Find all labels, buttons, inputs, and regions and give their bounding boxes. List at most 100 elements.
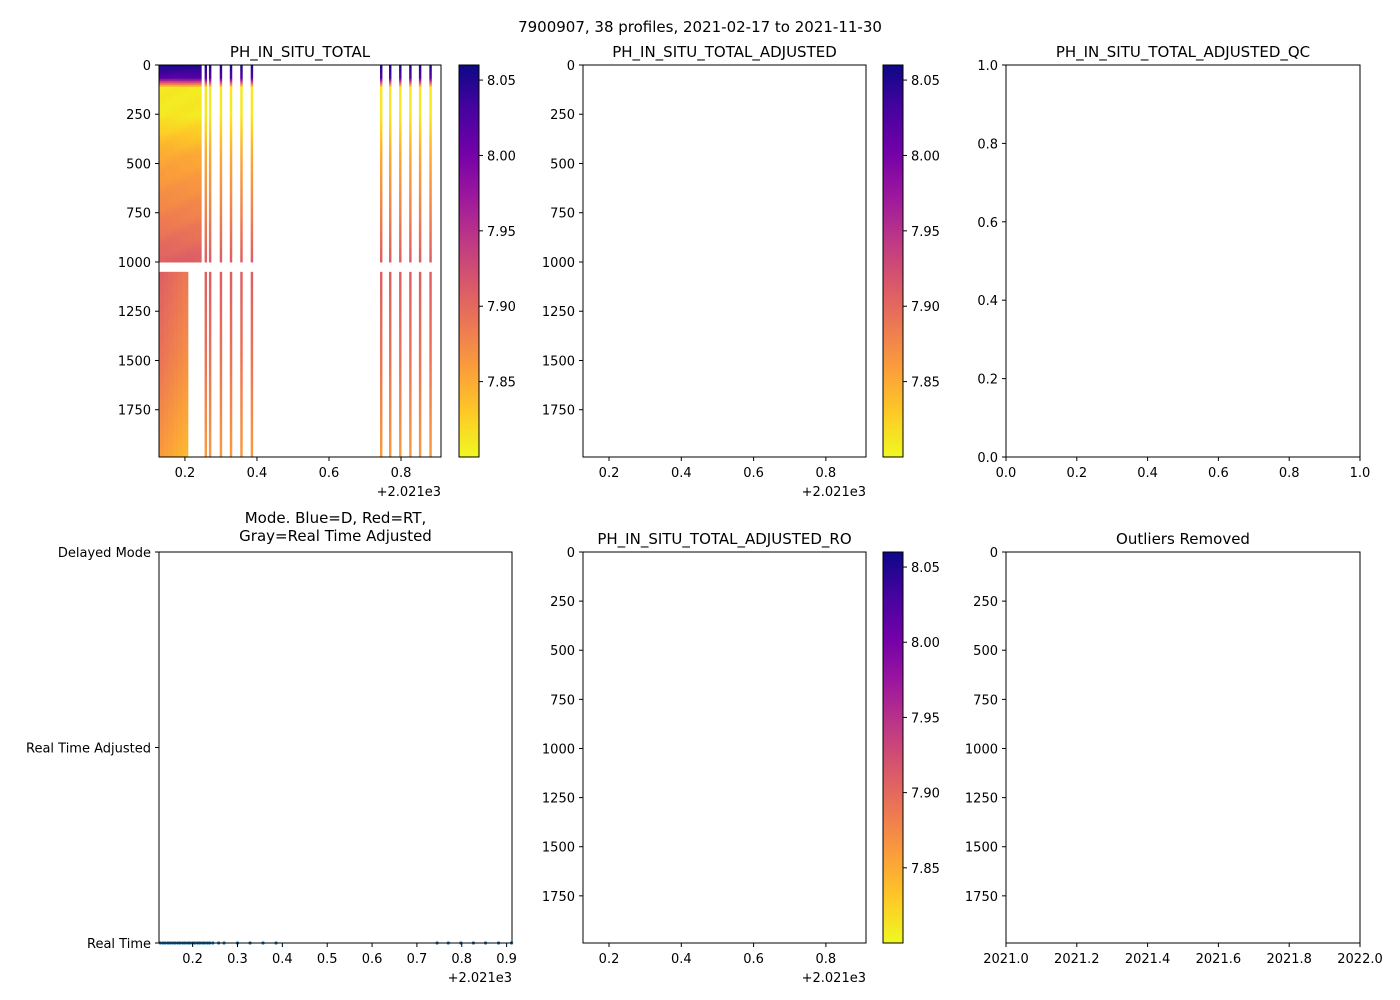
profile-strip (418, 196, 422, 200)
profile-strip (429, 382, 432, 385)
profile-strip (208, 332, 212, 336)
profile-strip (380, 171, 383, 174)
profile-strip (380, 104, 383, 107)
profile-strip (399, 409, 402, 413)
heatmap-cell (173, 342, 179, 346)
heatmap-cell (168, 287, 174, 291)
profile-strip (219, 447, 223, 450)
profile-strip (418, 328, 422, 332)
profile-strip (389, 171, 392, 174)
heatmap-cell (159, 336, 165, 340)
heatmap-cell (163, 299, 170, 302)
heatmap-cell (173, 224, 181, 228)
heatmap-cell (173, 171, 181, 174)
profile-strip (389, 234, 392, 237)
x-tick-label: 0.2 (599, 952, 620, 967)
profile-strip (219, 271, 223, 275)
profile-strip (250, 358, 254, 361)
colorbar: 7.857.907.958.008.05 (458, 64, 516, 458)
heatmap-cell (159, 84, 167, 88)
heatmap-cell (168, 453, 174, 456)
profile-strip (229, 419, 233, 423)
profile-strip (380, 323, 383, 326)
profile-strip (250, 317, 254, 320)
heatmap-cell (194, 102, 202, 105)
heatmap-cell (159, 212, 167, 216)
profile-strip (219, 110, 223, 113)
profile-strip (219, 350, 223, 354)
heatmap-cell (187, 120, 195, 123)
profile-strip (399, 336, 402, 340)
x-tick-label: 0.7 (407, 952, 428, 967)
heatmap-cell (173, 246, 181, 249)
profile-strip (380, 338, 383, 342)
profile-strip (229, 108, 233, 111)
profile-strip (399, 128, 402, 131)
profile-strip (208, 258, 212, 261)
profile-strip (208, 297, 212, 300)
heatmap-cell (163, 372, 170, 375)
heatmap-cell (166, 244, 174, 247)
heatmap-cell (173, 120, 181, 123)
heatmap-cell (194, 159, 202, 163)
profile-strip (250, 399, 254, 403)
profile-strip (399, 236, 402, 239)
profile-strip (229, 407, 233, 411)
heatmap-cell (183, 334, 189, 338)
profile-strip (204, 139, 208, 143)
profile-strip (380, 244, 383, 247)
profile-strip (250, 319, 254, 322)
heatmap-cell (173, 216, 181, 220)
heatmap-cell (173, 116, 181, 119)
profile-strip (409, 393, 412, 397)
heatmap-cell (168, 275, 174, 279)
profile-strip (399, 423, 402, 426)
profile-strip (380, 346, 383, 350)
profile-strip (380, 289, 383, 293)
profile-strip (204, 175, 208, 178)
heatmap-cell (180, 222, 188, 226)
heatmap-cell (159, 86, 167, 90)
profile-strip (229, 86, 233, 90)
profile-strip (418, 273, 422, 277)
profile-strip (418, 214, 422, 218)
profile-strip (204, 68, 208, 72)
profile-strip (229, 216, 233, 220)
profile-strip (418, 443, 422, 446)
profile-strip (219, 96, 223, 99)
profile-strip (208, 370, 212, 373)
x-tick-label: 0.6 (1208, 466, 1229, 481)
profile-strip (389, 70, 392, 74)
profile-strip (219, 72, 223, 76)
heatmap-cell (194, 94, 202, 98)
heatmap-cell (159, 433, 165, 436)
profile-strip (208, 114, 212, 117)
profile-strip (219, 240, 223, 243)
heatmap-cell (183, 295, 189, 298)
profile-strip (208, 94, 212, 98)
profile-strip (208, 104, 212, 107)
profile-strip (219, 155, 223, 159)
heatmap-cell (180, 228, 188, 231)
profile-strip (418, 453, 422, 456)
heatmap-cell (180, 220, 188, 224)
heatmap-cell (194, 116, 202, 119)
profile-strip (429, 435, 432, 438)
axes-frame (582, 551, 867, 944)
heatmap-cell (173, 441, 179, 444)
profile-strip (429, 98, 432, 101)
heatmap-cell (166, 72, 174, 76)
profile-strip (250, 336, 254, 340)
profile-strip (418, 419, 422, 423)
heatmap-cell (187, 256, 195, 259)
profile-strip (429, 323, 432, 326)
profile-strip (409, 321, 412, 324)
heatmap-cell (173, 399, 179, 403)
profile-strip (240, 277, 243, 281)
profile-strip (250, 230, 254, 233)
profile-strip (399, 281, 402, 285)
profile-strip (250, 303, 254, 306)
heatmap-cell (194, 254, 202, 257)
profile-strip (380, 193, 383, 196)
profile-strip (219, 100, 223, 103)
